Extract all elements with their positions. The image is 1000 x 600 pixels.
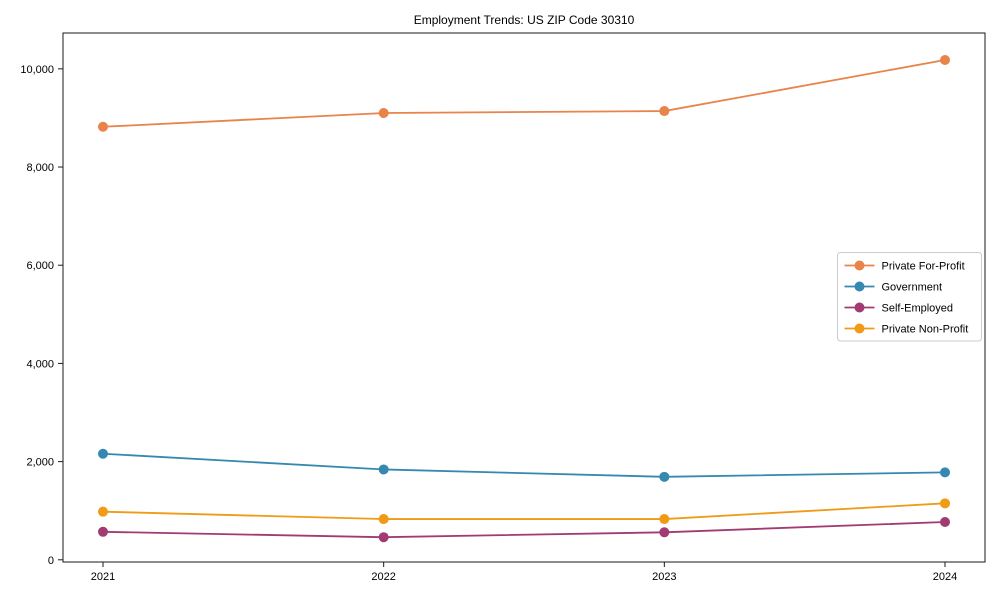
series-lines: [98, 55, 950, 543]
legend: Private For-Profit Government Self-Employe…: [837, 252, 982, 342]
plot-border: [62, 32, 986, 563]
legend-item-label: Self-Employed: [882, 303, 954, 315]
legend-item-label: Government: [882, 282, 943, 294]
data-point-marker: [98, 121, 108, 132]
legend-marker: [854, 323, 865, 334]
legend-marker: [854, 260, 865, 271]
data-point-marker: [659, 527, 670, 538]
data-point-marker: [940, 498, 950, 509]
data-point-marker: [659, 106, 670, 117]
data-point-marker: [98, 448, 108, 459]
y-tick-label: 10,000: [20, 64, 54, 76]
y-axis: 0 2,000 4,000 6,000 8,000 10,000: [20, 64, 63, 567]
data-point-marker: [659, 514, 670, 525]
series-line: [102, 502, 946, 520]
y-tick-label: 2,000: [26, 457, 54, 469]
x-tick-label: 2022: [371, 571, 395, 583]
x-tick-label: 2021: [91, 571, 115, 583]
data-point-marker: [378, 532, 389, 543]
series-line: [102, 452, 946, 478]
data-point-marker: [378, 464, 389, 475]
x-tick-label: 2023: [652, 571, 676, 583]
data-point-marker: [98, 506, 108, 517]
y-tick-label: 4,000: [26, 358, 54, 370]
x-tick-label: 2024: [933, 571, 957, 583]
legend-marker: [854, 302, 865, 313]
y-tick-label: 6,000: [26, 260, 54, 272]
data-point-marker: [659, 471, 670, 482]
legend-marker: [854, 281, 865, 292]
data-point-marker: [378, 108, 389, 119]
series-line: [102, 521, 946, 539]
legend-item-label: Private Non-Profit: [882, 324, 969, 336]
legend-box: [837, 252, 982, 342]
legend-item-label: Private For-Profit: [882, 261, 965, 273]
y-tick-label: 0: [48, 555, 54, 567]
y-tick-label: 8,000: [26, 162, 54, 174]
data-point-marker: [940, 516, 950, 527]
data-point-marker: [98, 526, 108, 537]
plot-frame: [62, 32, 986, 563]
data-point-marker: [940, 467, 950, 478]
x-axis: 2021 2022 2023 2024: [91, 562, 957, 583]
series-line: [102, 59, 946, 128]
chart-title: Employment Trends: US ZIP Code 30310: [414, 13, 635, 27]
data-point-marker: [378, 514, 389, 525]
data-point-marker: [940, 55, 950, 66]
